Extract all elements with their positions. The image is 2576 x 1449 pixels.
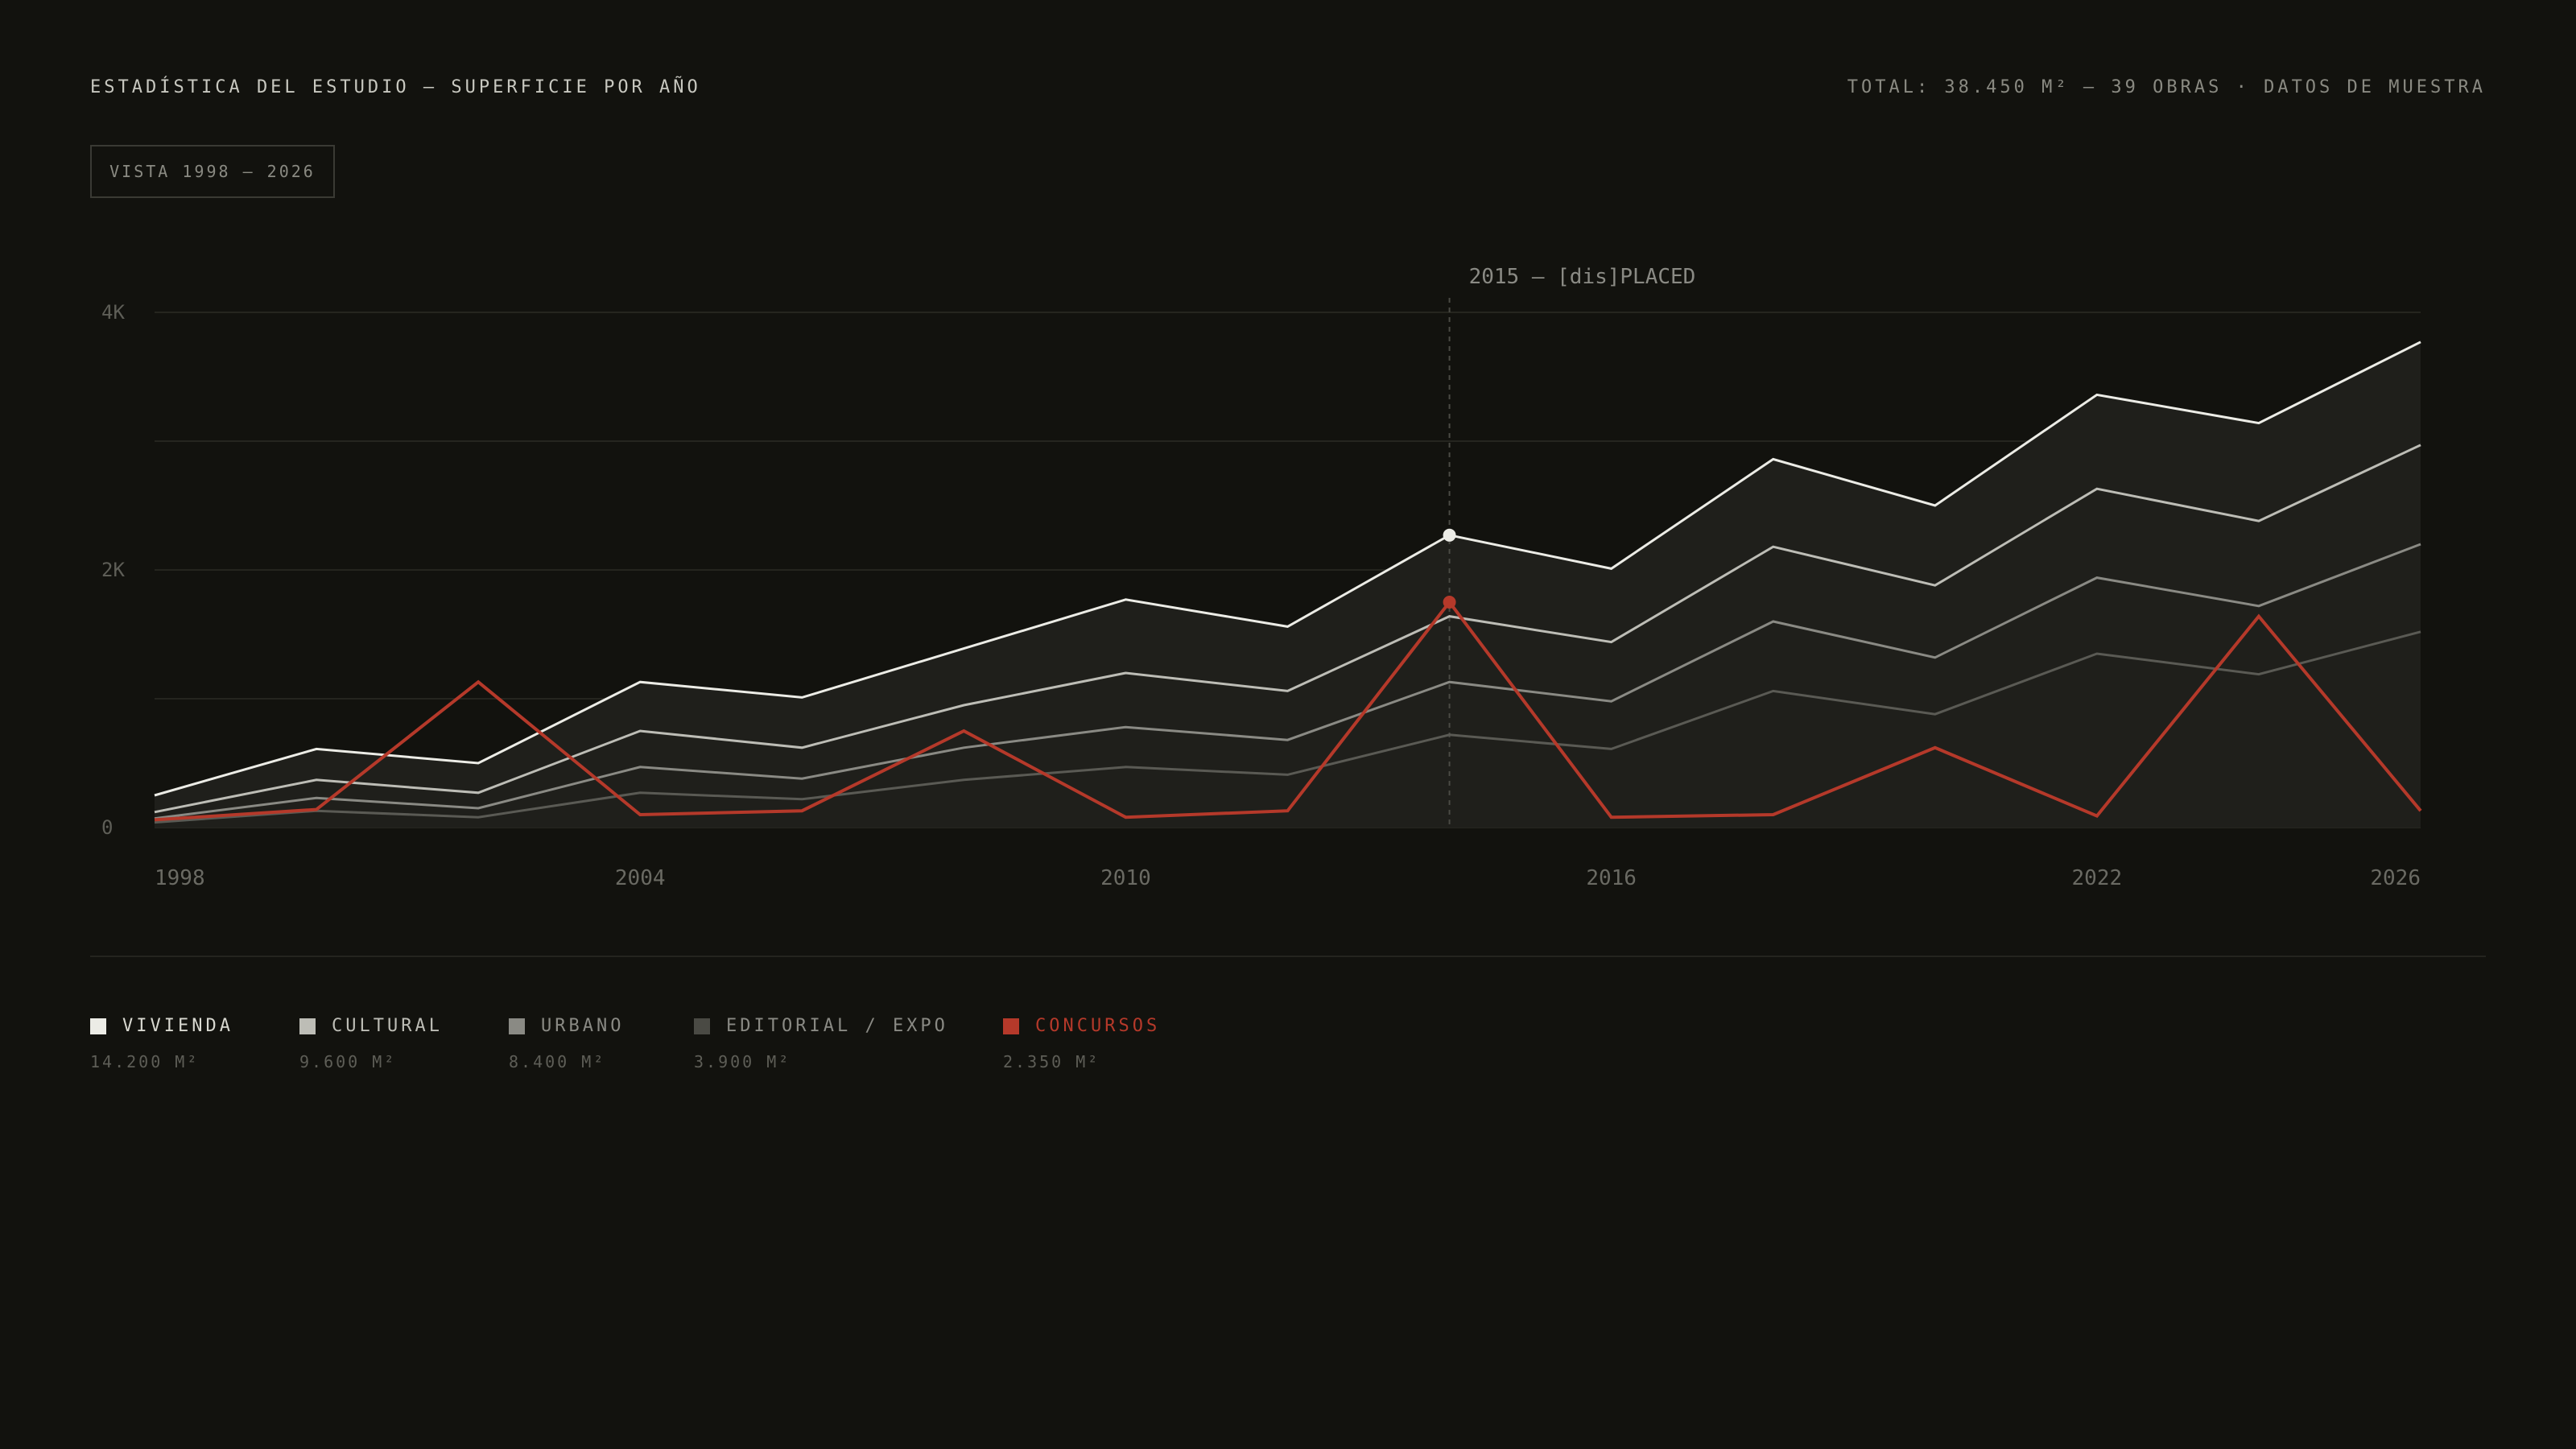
series-line-urbano: [154, 543, 2421, 820]
y-tick-label: 0: [101, 816, 113, 839]
legend-value: 14.200 M²: [90, 1052, 200, 1071]
range-selector-button[interactable]: VISTA 1998 — 2026: [90, 145, 335, 198]
series-line-editorial-expo: [154, 630, 2421, 824]
x-tick-label: 2022: [2072, 866, 2123, 890]
x-tick-label: 1998: [155, 866, 205, 890]
x-axis-ticks: 1998 2004 2010 2016 2022 2026: [155, 866, 2421, 890]
divider: [90, 956, 2486, 957]
highlight-point-total: [1443, 528, 1456, 542]
legend-value: 3.900 M²: [694, 1052, 791, 1071]
legend-label: CONCURSOS: [1035, 1016, 1161, 1036]
legend-swatch: [694, 1018, 710, 1034]
y-axis-ticks: 0 2K 4K: [101, 301, 125, 839]
legend-item[interactable]: CONCURSOS 2.350 M²: [1003, 1016, 1160, 1071]
legend-value: 9.600 M²: [299, 1052, 397, 1071]
x-tick-label: 2010: [1100, 866, 1151, 890]
y-tick-label: 4K: [101, 301, 125, 324]
stacked-area-chart: 2015 — [dis]PLACED 0 2K 4K 1998 2004 2010 201…: [101, 265, 2422, 890]
legend-label: CULTURAL: [332, 1016, 443, 1036]
legend-label: VIVIENDA: [122, 1016, 233, 1036]
range-selector-label: VISTA 1998 — 2026: [109, 162, 316, 181]
legend-swatch: [90, 1018, 106, 1034]
legend-item[interactable]: URBANO 8.400 M²: [509, 1016, 694, 1071]
annotation-label: 2015 — [dis]PLACED: [1469, 265, 1696, 289]
chart-title: ESTADÍSTICA DEL ESTUDIO — SUPERFICIE POR…: [90, 77, 701, 97]
series-line-cultural: [154, 444, 2421, 814]
legend-label: EDITORIAL / EXPO: [726, 1016, 948, 1036]
series-lines: [154, 341, 2422, 824]
total-area-fill: [155, 341, 2421, 828]
legend-swatch: [509, 1018, 525, 1034]
y-tick-label: 2K: [101, 559, 125, 581]
legend-swatch: [299, 1018, 316, 1034]
legend: VIVIENDA 14.200 M² CULTURAL 9.600 M² URBANO 8…: [90, 1016, 1160, 1071]
series-line-concursos: [154, 599, 2422, 822]
highlight-points: [1443, 528, 1456, 609]
annotation-marker: 2015 — [dis]PLACED: [1448, 265, 1696, 828]
x-tick-label: 2016: [1586, 866, 1637, 890]
legend-item[interactable]: VIVIENDA 14.200 M²: [90, 1016, 299, 1071]
highlight-point-concursos: [1443, 596, 1456, 609]
x-tick-label: 2004: [615, 866, 666, 890]
legend-value: 2.350 M²: [1003, 1052, 1100, 1071]
legend-swatch: [1003, 1018, 1019, 1034]
legend-item[interactable]: EDITORIAL / EXPO 3.900 M²: [694, 1016, 1003, 1071]
x-tick-label: 2026: [2370, 866, 2421, 890]
chart-summary: TOTAL: 38.450 M² — 39 OBRAS · DATOS DE M…: [1847, 77, 2486, 97]
legend-label: URBANO: [541, 1016, 625, 1036]
legend-item[interactable]: CULTURAL 9.600 M²: [299, 1016, 509, 1071]
series-line-vivienda: [154, 341, 2421, 797]
legend-value: 8.400 M²: [509, 1052, 606, 1071]
total-area: [155, 341, 2421, 828]
